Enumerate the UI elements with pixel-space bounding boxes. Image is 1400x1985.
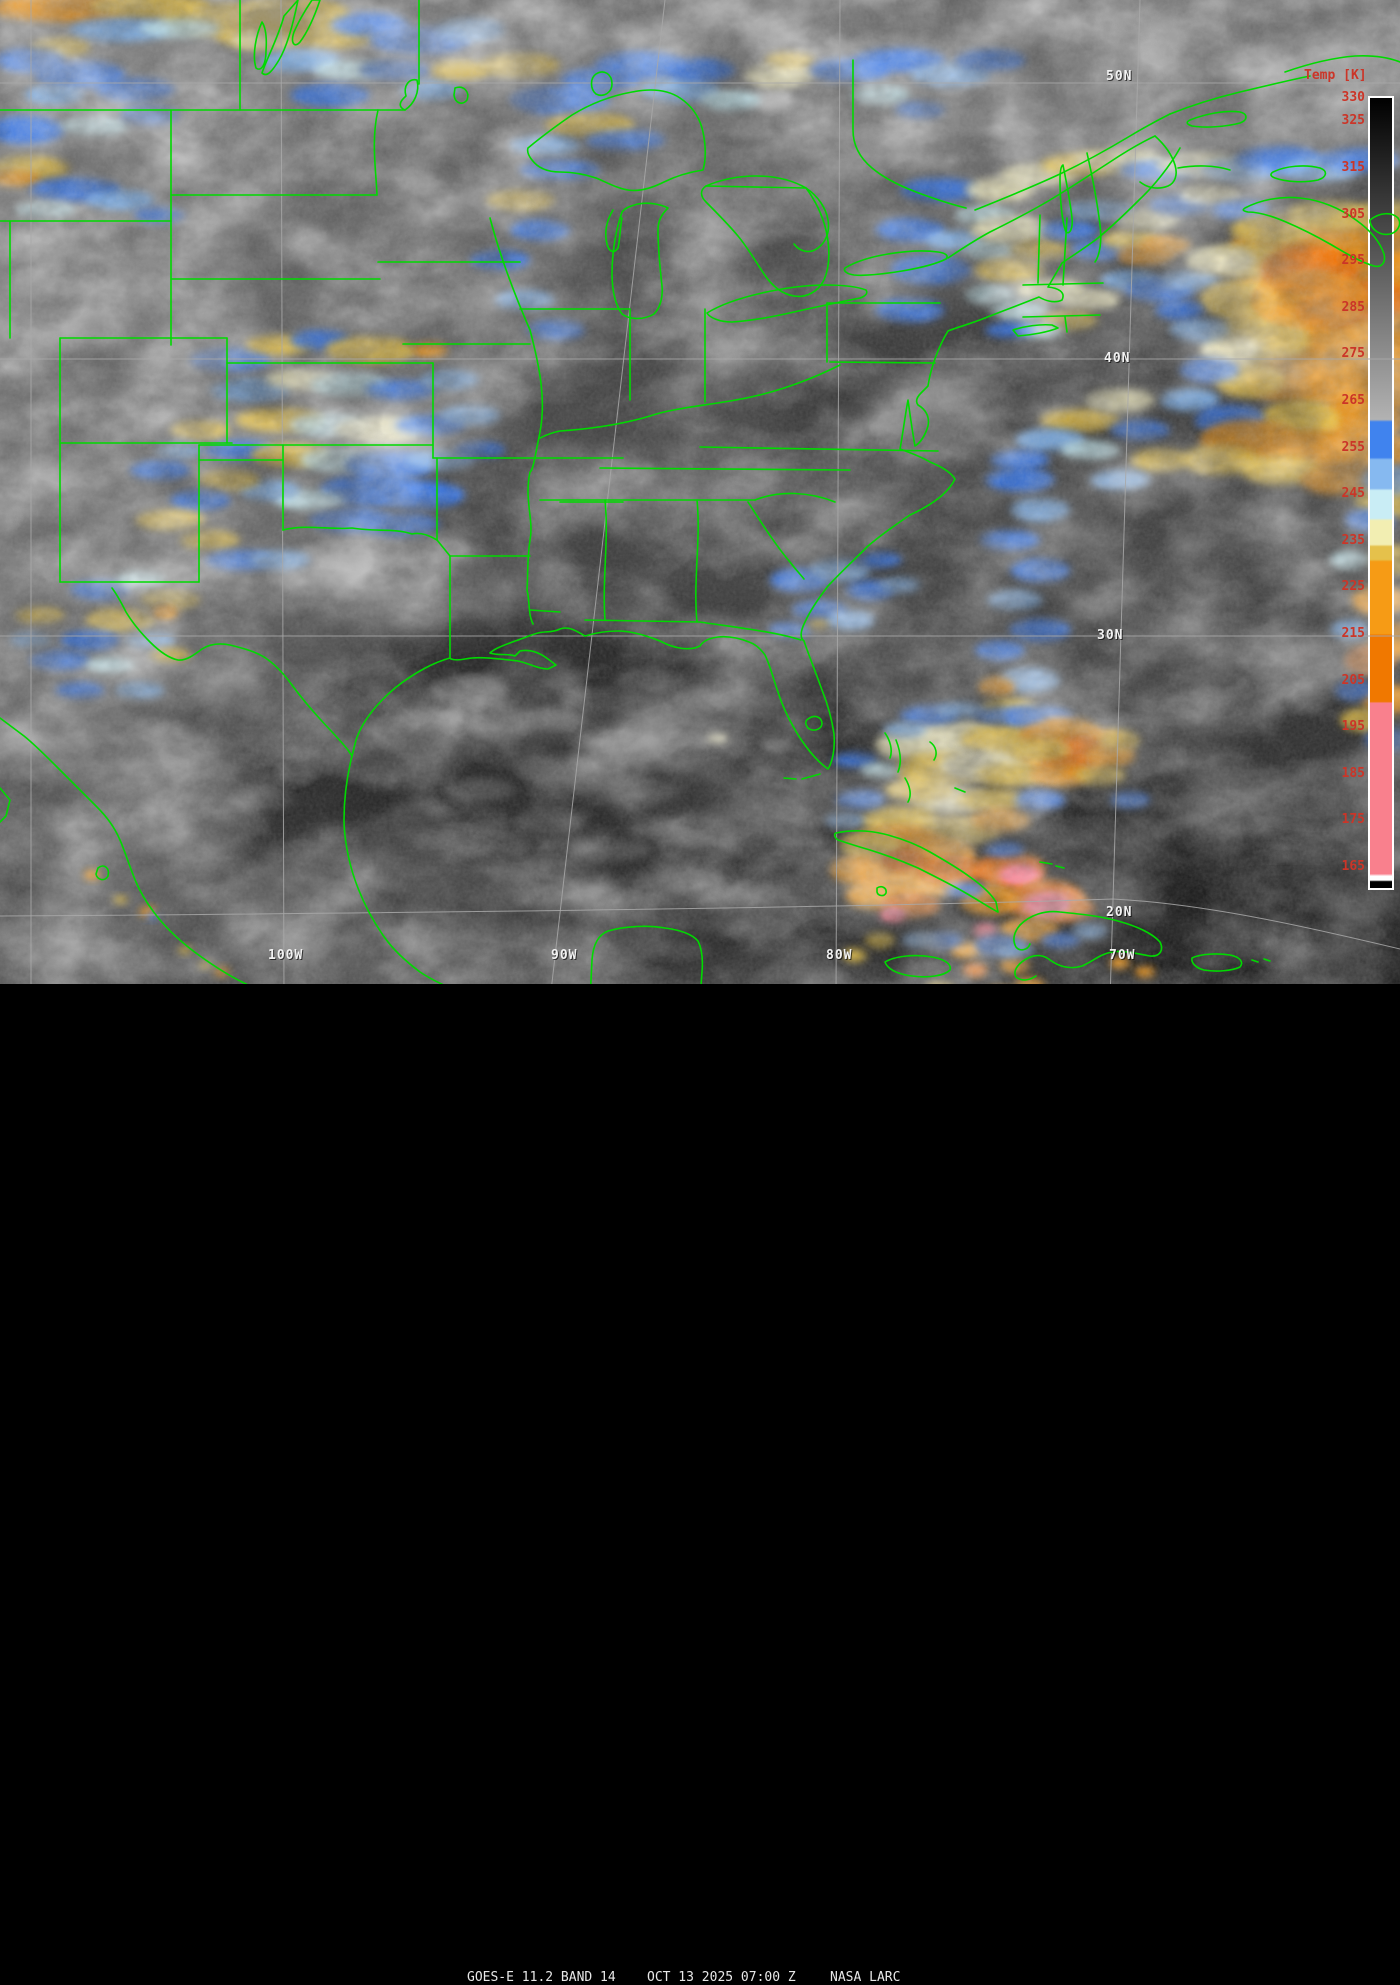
caption-bar: GOES-E 11.2 BAND 14 OCT 13 2025 07:00 Z …	[0, 984, 1400, 1985]
caption-credit: NASA LARC	[830, 1970, 901, 1985]
caption-datetime: OCT 13 2025 07:00 Z	[647, 1970, 796, 1985]
goes-satellite-image	[0, 0, 1400, 1000]
map-boundaries	[0, 0, 1400, 1000]
grid-over-colorbar	[1364, 358, 1400, 637]
satellite-map-canvas	[0, 0, 1400, 1000]
caption-product: GOES-E 11.2 BAND 14	[467, 1970, 616, 1985]
